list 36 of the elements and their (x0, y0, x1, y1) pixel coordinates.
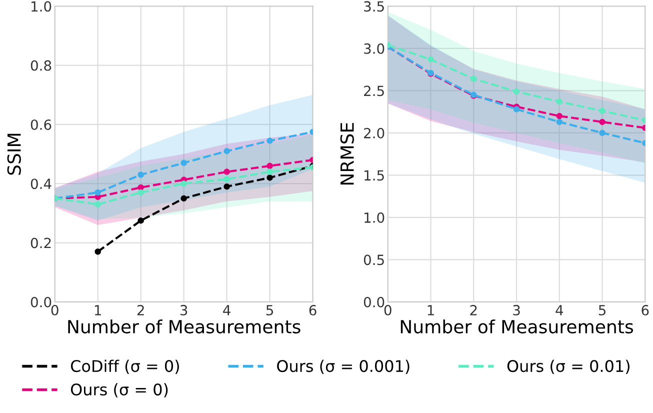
x-tick-label: 1 (428, 305, 434, 316)
y-tick-label: 0.5 (364, 254, 384, 266)
x-tick-label: 2 (137, 304, 144, 316)
y-tick-label: 0.0 (364, 296, 384, 308)
y-tick-label: 3.0 (364, 43, 384, 54)
y-tick-label: 0.0 (30, 296, 52, 308)
y-tick-label: 0.2 (30, 238, 51, 248)
y-tick-label: 1.0 (32, 1, 52, 12)
x-tick-label: 1 (94, 305, 101, 316)
x-tick-label: 5 (266, 305, 274, 316)
x-tick-label: 0 (51, 304, 58, 316)
x-axis-title: Number of Measurements (68, 320, 300, 334)
legend-label: Ours (σ = 0.01) (507, 360, 630, 374)
y-tick-label: 1.5 (364, 170, 384, 181)
y-tick-label: 3.5 (364, 1, 384, 12)
x-tick-label: 6 (309, 304, 316, 316)
y-axis-title: NRMSE (340, 122, 354, 185)
y-tick-label: 0.4 (30, 178, 52, 190)
y-tick-label: 1.0 (364, 212, 384, 223)
x-tick-label: 5 (598, 305, 606, 316)
x-tick-label: 6 (642, 304, 649, 316)
x-tick-label: 4 (556, 305, 564, 316)
x-axis-title: Number of Measurements (400, 320, 634, 334)
x-tick-label: 0 (384, 304, 392, 316)
y-tick-label: 2.5 (364, 86, 384, 96)
x-tick-label: 3 (513, 304, 520, 316)
legend-label: Ours (σ = 0) (70, 383, 168, 398)
y-tick-label: 0.8 (30, 60, 52, 71)
x-tick-label: 2 (470, 304, 477, 316)
legend-label: Ours (σ = 0.001) (277, 360, 410, 374)
x-tick-label: 3 (180, 304, 188, 316)
y-axis-title: SSIM (7, 134, 21, 175)
legend-label: CoDiff (σ = 0) (70, 360, 179, 374)
y-tick-label: 2.0 (364, 128, 384, 138)
y-tick-label: 0.6 (30, 119, 52, 130)
x-tick-label: 4 (223, 305, 230, 316)
